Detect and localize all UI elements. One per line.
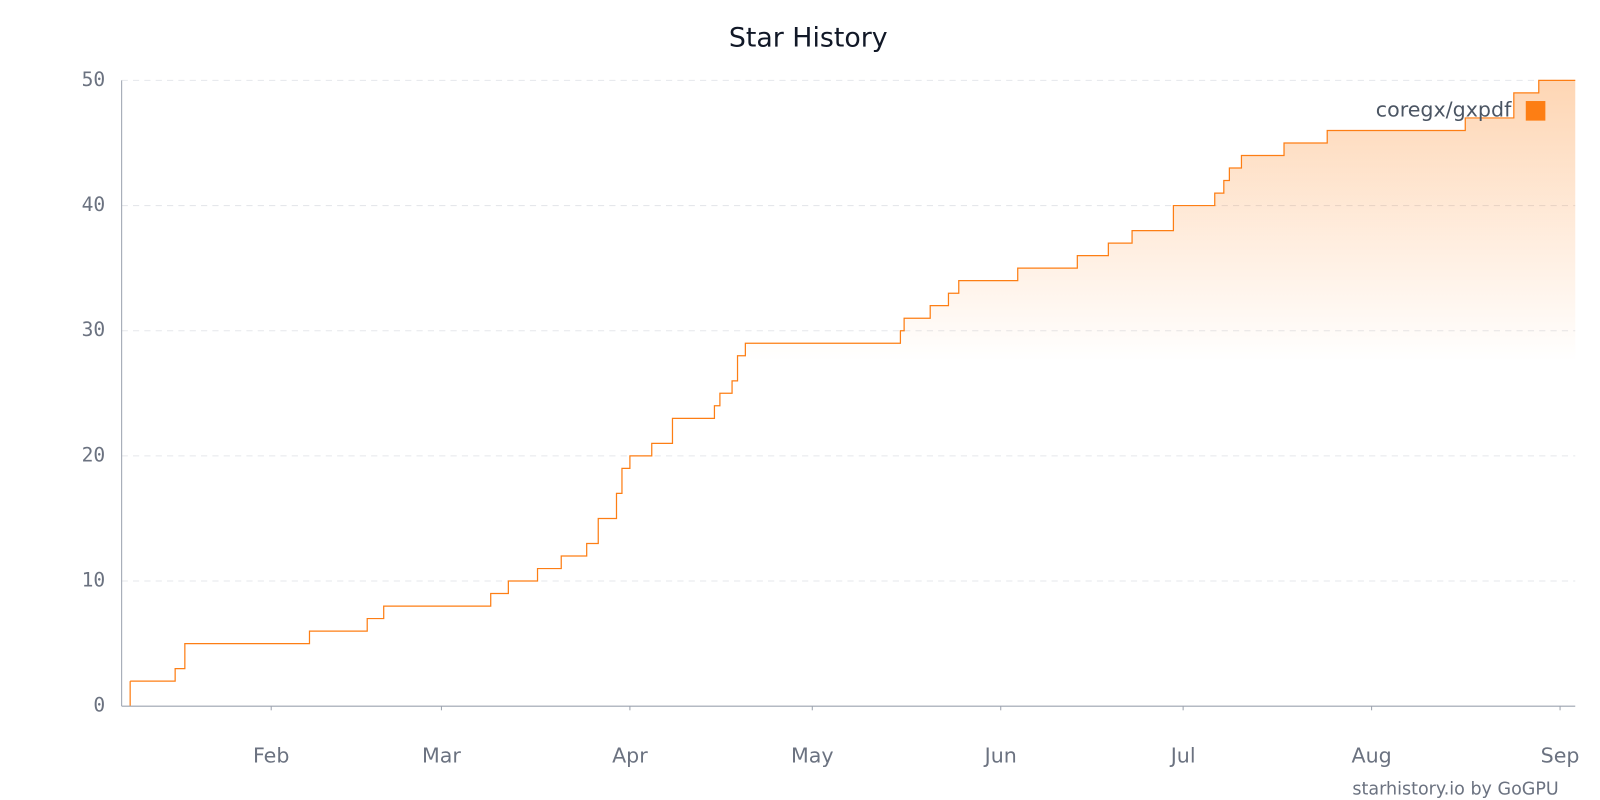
y-tick-label: 10 [82,569,106,592]
y-tick-label: 30 [82,318,106,341]
legend-swatch [1525,101,1546,121]
y-tick-label: 20 [82,443,106,466]
x-tick-label: Apr [612,744,648,768]
y-tick-label: 40 [82,193,106,216]
x-tick-label: May [791,744,834,768]
x-tick-label: Jun [983,744,1017,768]
x-tick-label: Aug [1351,744,1391,768]
x-tick-label: Mar [422,744,461,768]
line [130,79,1576,682]
x-tick-label: Feb [253,744,290,768]
area [130,80,1576,707]
x-tick-label: Jul [1169,744,1196,768]
legend-label: coregx/gxpdf [1376,97,1512,121]
y-tick-label: 0 [93,694,105,717]
footer: starhistory.io by GoGPU [1352,780,1558,800]
y-tick-label: 50 [82,68,106,91]
chart-title: Star History [729,23,888,54]
x-tick-label: Sep [1541,744,1580,768]
